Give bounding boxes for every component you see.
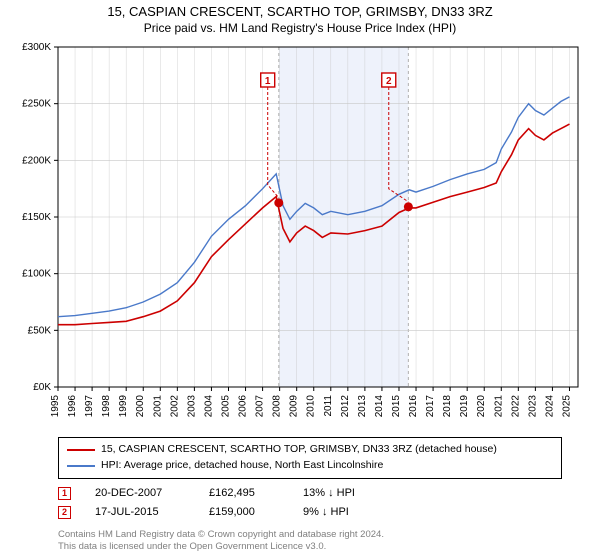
svg-text:2020: 2020 xyxy=(476,395,487,418)
transaction-date: 20-DEC-2007 xyxy=(95,487,185,499)
svg-text:2002: 2002 xyxy=(169,395,180,418)
chart: £0K £50K £100K £150K £200K £250K £300K 1995 1996… xyxy=(8,41,592,431)
title-address: 15, CASPIAN CRESCENT, SCARTHO TOP, GRIMS… xyxy=(8,4,592,19)
legend-swatch xyxy=(67,449,95,451)
svg-text:2017: 2017 xyxy=(425,395,436,418)
svg-text:2: 2 xyxy=(386,76,392,87)
svg-text:1999: 1999 xyxy=(118,395,129,418)
svg-text:1997: 1997 xyxy=(84,395,95,418)
svg-text:2008: 2008 xyxy=(272,395,283,418)
title-block: 15, CASPIAN CRESCENT, SCARTHO TOP, GRIMS… xyxy=(8,4,592,35)
svg-text:2024: 2024 xyxy=(544,395,555,418)
footer-attribution: Contains HM Land Registry data © Crown c… xyxy=(58,529,562,554)
legend-row: HPI: Average price, detached house, Nort… xyxy=(67,458,553,474)
svg-text:2015: 2015 xyxy=(391,395,402,418)
svg-text:2006: 2006 xyxy=(238,395,249,418)
svg-text:2003: 2003 xyxy=(186,395,197,418)
legend-box: 15, CASPIAN CRESCENT, SCARTHO TOP, GRIMS… xyxy=(58,437,562,479)
transaction-pct: 9% ↓ HPI xyxy=(303,506,393,518)
svg-text:2001: 2001 xyxy=(152,395,163,418)
svg-text:2005: 2005 xyxy=(220,395,231,418)
svg-text:2004: 2004 xyxy=(203,395,214,418)
svg-text:2022: 2022 xyxy=(510,395,521,418)
svg-text:£200K: £200K xyxy=(22,155,51,166)
footer-line2: This data is licensed under the Open Gov… xyxy=(58,541,562,553)
legend-row: 15, CASPIAN CRESCENT, SCARTHO TOP, GRIMS… xyxy=(67,442,553,458)
footer-line1: Contains HM Land Registry data © Crown c… xyxy=(58,529,562,541)
svg-text:2023: 2023 xyxy=(527,395,538,418)
svg-text:1995: 1995 xyxy=(50,395,61,418)
transaction-table: 1 20-DEC-2007 £162,495 13% ↓ HPI 2 17-JUL-201… xyxy=(58,487,562,525)
svg-text:1996: 1996 xyxy=(67,395,78,418)
svg-text:2019: 2019 xyxy=(459,395,470,418)
svg-text:2018: 2018 xyxy=(442,395,453,418)
svg-text:1: 1 xyxy=(265,76,271,87)
svg-text:£0K: £0K xyxy=(33,382,51,393)
svg-text:£300K: £300K xyxy=(22,42,51,53)
transaction-row: 2 17-JUL-2015 £159,000 9% ↓ HPI xyxy=(58,506,562,519)
svg-text:2014: 2014 xyxy=(374,395,385,418)
svg-text:£250K: £250K xyxy=(22,99,51,110)
svg-text:2021: 2021 xyxy=(493,395,504,418)
transaction-marker: 2 xyxy=(58,506,71,519)
title-subtitle: Price paid vs. HM Land Registry's House … xyxy=(8,21,592,35)
svg-text:2010: 2010 xyxy=(306,395,317,418)
transaction-marker: 1 xyxy=(58,487,71,500)
transaction-price: £159,000 xyxy=(209,506,279,518)
svg-text:£100K: £100K xyxy=(22,269,51,280)
chart-svg: £0K £50K £100K £150K £200K £250K £300K 1995 1996… xyxy=(8,41,592,431)
svg-text:2011: 2011 xyxy=(323,395,334,417)
transaction-price: £162,495 xyxy=(209,487,279,499)
svg-text:2016: 2016 xyxy=(408,395,419,418)
svg-text:1998: 1998 xyxy=(101,395,112,418)
legend-swatch xyxy=(67,465,95,467)
svg-text:£150K: £150K xyxy=(22,212,51,223)
svg-text:2013: 2013 xyxy=(357,395,368,418)
svg-text:2000: 2000 xyxy=(135,395,146,418)
transaction-pct: 13% ↓ HPI xyxy=(303,487,393,499)
svg-text:£50K: £50K xyxy=(28,325,52,336)
svg-text:2009: 2009 xyxy=(289,395,300,418)
legend-label: 15, CASPIAN CRESCENT, SCARTHO TOP, GRIMS… xyxy=(101,442,497,458)
svg-text:2012: 2012 xyxy=(340,395,351,418)
legend-label: HPI: Average price, detached house, Nort… xyxy=(101,458,383,474)
transaction-row: 1 20-DEC-2007 £162,495 13% ↓ HPI xyxy=(58,487,562,500)
svg-text:2025: 2025 xyxy=(561,395,572,418)
svg-text:2007: 2007 xyxy=(255,395,266,418)
transaction-date: 17-JUL-2015 xyxy=(95,506,185,518)
